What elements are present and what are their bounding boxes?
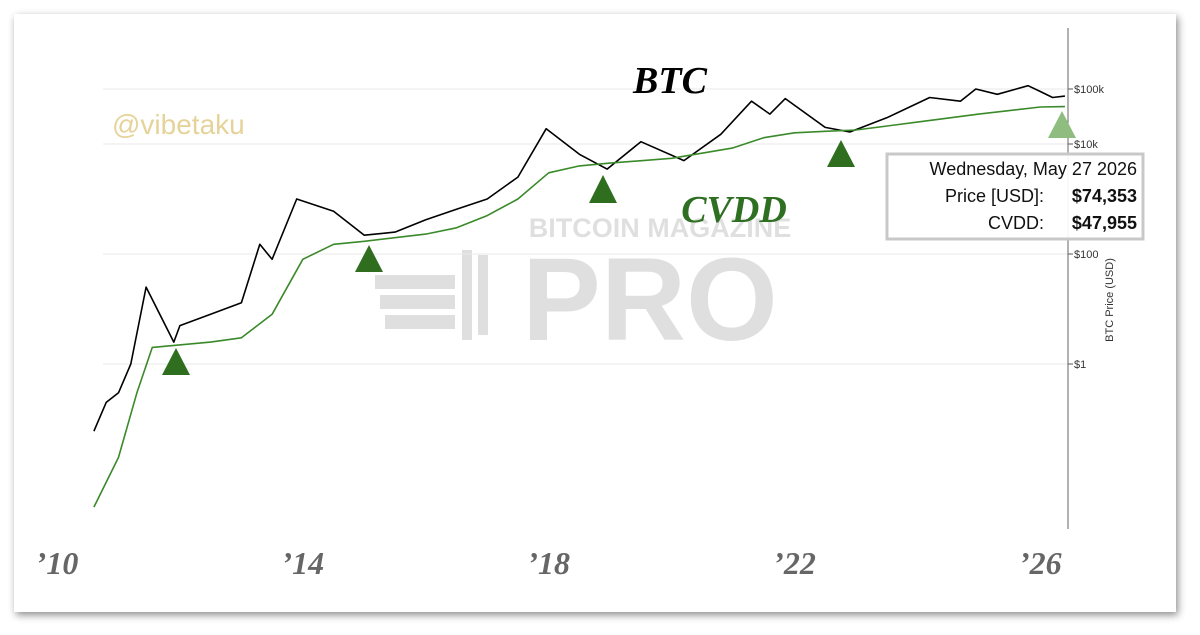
logo-bar <box>478 255 488 335</box>
watermark: BITCOIN MAGAZINE PRO <box>375 213 791 366</box>
logo-bar <box>375 275 455 289</box>
tooltip: Wednesday, May 27 2026 Price [USD]: $74,… <box>885 152 1145 241</box>
tooltip-label: Price [USD]: <box>945 186 1044 206</box>
handle: @vibetaku <box>112 109 245 140</box>
y-axis-label: BTC Price (USD) <box>1104 258 1116 342</box>
plot: $1 $100 $10k $100k ’10 ’14 ’18 ’22 ’26 <box>36 28 1104 581</box>
watermark-main: PRO <box>522 234 778 366</box>
bottom-marker <box>162 348 190 375</box>
logo-bar <box>462 250 472 340</box>
x-tick-label: ’18 <box>527 545 570 581</box>
x-tick-label: ’22 <box>773 545 816 581</box>
logo-bar <box>385 315 455 329</box>
chart-title: BTC <box>632 60 708 102</box>
watermark-top: BITCOIN MAGAZINE <box>529 213 792 243</box>
series-line <box>93 105 1065 508</box>
bottom-marker <box>827 140 855 167</box>
bottom-marker <box>355 245 383 272</box>
tooltip-value: $47,955 <box>1072 213 1137 233</box>
logo-bar <box>380 295 455 309</box>
tooltip-box <box>885 152 1145 241</box>
tooltip-date: Wednesday, May 27 2026 <box>930 159 1137 179</box>
x-tick-label: ’10 <box>36 545 79 581</box>
tooltip-label: CVDD: <box>988 213 1044 233</box>
series-line <box>93 84 1065 432</box>
series-label: CVDD <box>681 189 787 231</box>
y-tick-label: $100 <box>1074 249 1098 261</box>
x-tick-label: ’26 <box>1019 545 1062 581</box>
markers <box>162 111 1076 375</box>
tooltip-value: $74,353 <box>1072 186 1137 206</box>
bottom-marker <box>589 175 617 203</box>
y-tick-label: $1 <box>1074 359 1086 371</box>
y-tick-label: $100k <box>1074 84 1104 96</box>
bottom-marker <box>1048 111 1076 138</box>
y-tick-label: $10k <box>1074 139 1098 151</box>
x-tick-label: ’14 <box>282 545 325 581</box>
